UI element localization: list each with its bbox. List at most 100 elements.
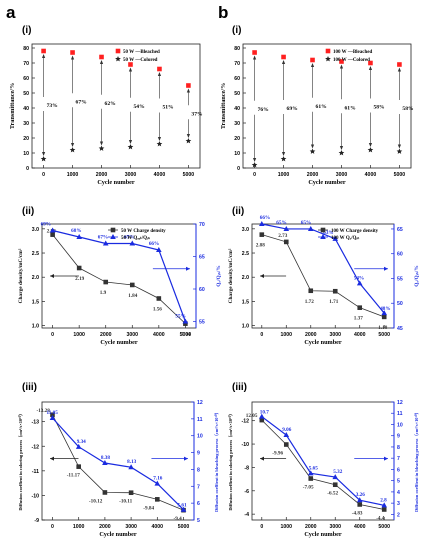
- legend-label: 100 W Charge density: [331, 229, 379, 234]
- x-tick-label: 4000: [354, 524, 366, 530]
- x-tick-label: 1000: [281, 524, 293, 530]
- arrowhead: [339, 146, 344, 150]
- data-point: [49, 227, 56, 233]
- legend-marker: [115, 56, 121, 62]
- y-tick-label-right: 60: [199, 287, 205, 293]
- plot-frame: [242, 43, 412, 169]
- series-line: [261, 234, 385, 318]
- y-tick-label-right: 10: [197, 434, 203, 440]
- arrowhead: [397, 67, 402, 72]
- data-label: 1.84: [128, 293, 137, 299]
- data-point: [75, 443, 82, 449]
- chart-b-i: 0 1000 2000 3000 4000 5000 Cycle number (i) 0 10 2…: [220, 25, 414, 186]
- y-axis-label-left: Charge density/mC/cm²: [18, 248, 24, 303]
- x-tick-label: 5000: [183, 172, 195, 178]
- y-tick-label-left: -10: [242, 442, 250, 448]
- y-tick-label-left: 3.0: [242, 227, 249, 233]
- data-point: [356, 497, 363, 503]
- x-tick-label: 3000: [125, 524, 137, 530]
- arrowhead: [128, 67, 133, 72]
- colored-point: [396, 148, 403, 154]
- arrowhead: [339, 64, 344, 69]
- data-label: 67%: [124, 235, 134, 241]
- legend-label: 100 W —Bleached: [333, 50, 372, 55]
- y-tick-label-left: -8: [244, 465, 249, 471]
- y-tick-label-right: 6: [397, 467, 400, 473]
- y-tick-label-right: 11: [397, 411, 403, 417]
- data-point: [381, 314, 387, 320]
- data-point: [381, 502, 388, 508]
- y-tick-label: 80: [23, 46, 29, 52]
- series-line: [261, 419, 385, 510]
- legend-marker: [320, 234, 326, 239]
- y-tick-label: 60: [234, 76, 240, 82]
- y-tick-label-right: 65: [199, 255, 205, 261]
- data-label: -10.12: [89, 498, 103, 504]
- data-point: [183, 321, 188, 326]
- data-label: 2.19: [75, 276, 84, 282]
- data-label: 2.88: [256, 243, 265, 249]
- colored-point: [280, 156, 287, 162]
- x-axis-label: Cycle number: [304, 339, 342, 346]
- arrowhead: [41, 152, 46, 156]
- y-tick-label-right: 9: [197, 451, 200, 457]
- arrowhead: [70, 143, 75, 147]
- subpanel-label: (i): [22, 25, 31, 36]
- x-tick-label: 5000: [394, 172, 406, 178]
- y-axis-label-right: Diffusion coeffient in bleaching process…: [214, 410, 220, 512]
- y-tick-label: 10: [234, 151, 240, 157]
- y-tick-label-left: -13: [32, 420, 40, 426]
- legend-label: 50 W —Bleached: [123, 50, 160, 55]
- data-label: 2.8: [380, 497, 387, 503]
- arrowhead: [397, 144, 402, 149]
- modulation-label: 76%: [258, 107, 270, 113]
- data-label: 1.9: [100, 290, 107, 296]
- y-tick-label-left: -10: [32, 493, 40, 499]
- colored-point: [251, 162, 258, 168]
- y-tick-label-right: 8: [397, 445, 400, 451]
- data-point: [50, 412, 55, 418]
- bleached-point: [157, 66, 162, 72]
- data-label: 3.26: [356, 492, 365, 498]
- data-point: [155, 497, 160, 502]
- y-tick-label-left: 2.5: [32, 251, 39, 257]
- arrowhead: [50, 456, 54, 461]
- x-tick-label: 1000: [281, 332, 293, 338]
- x-tick-label: 5000: [180, 332, 192, 338]
- data-label: 65%: [276, 220, 286, 226]
- modulation-label: 61%: [344, 105, 356, 111]
- y-tick-label-right: 55: [397, 276, 403, 282]
- x-axis-label: Cycle number: [99, 531, 137, 538]
- modulation-label: 62%: [105, 101, 117, 107]
- legend-marker: [325, 56, 331, 62]
- data-point: [332, 474, 339, 480]
- arrowhead: [157, 137, 162, 141]
- x-tick-label: 3000: [329, 332, 341, 338]
- y-tick-label: 70: [234, 61, 240, 67]
- data-label: 1.71: [329, 299, 338, 305]
- plot-frame: [41, 401, 195, 521]
- x-tick-label: 3000: [127, 332, 139, 338]
- chart-a-iii: 0 1000 2000 3000 4000 5000 Cycle number (iii) -9…: [18, 382, 220, 538]
- data-label: 9.06: [282, 427, 291, 433]
- y-tick-label-right: 5: [197, 518, 200, 524]
- y-axis-label-right: Qₒ/Qᵢₙ/%: [216, 265, 222, 286]
- x-tick-label: 4000: [154, 172, 166, 178]
- x-tick-label: 1000: [73, 524, 85, 530]
- data-label: 66%: [260, 215, 270, 221]
- series-line: [52, 417, 184, 511]
- y-axis-label-left: Charge density/mC/cm²: [228, 248, 234, 303]
- colored-point: [367, 147, 374, 153]
- data-point: [357, 305, 363, 310]
- bleached-point: [310, 57, 315, 63]
- y-tick-label: 40: [234, 106, 240, 112]
- y-tick-label-left: -12: [242, 419, 250, 425]
- series-line: [261, 416, 385, 506]
- y-tick-label-right: 11: [197, 417, 203, 423]
- y-axis-label-right: Qₒ/Qᵢₙ/%: [414, 265, 420, 286]
- arrowhead: [252, 158, 257, 162]
- arrowhead: [50, 274, 54, 278]
- data-label: -4.4: [376, 515, 385, 521]
- x-tick-label: 0: [51, 524, 54, 530]
